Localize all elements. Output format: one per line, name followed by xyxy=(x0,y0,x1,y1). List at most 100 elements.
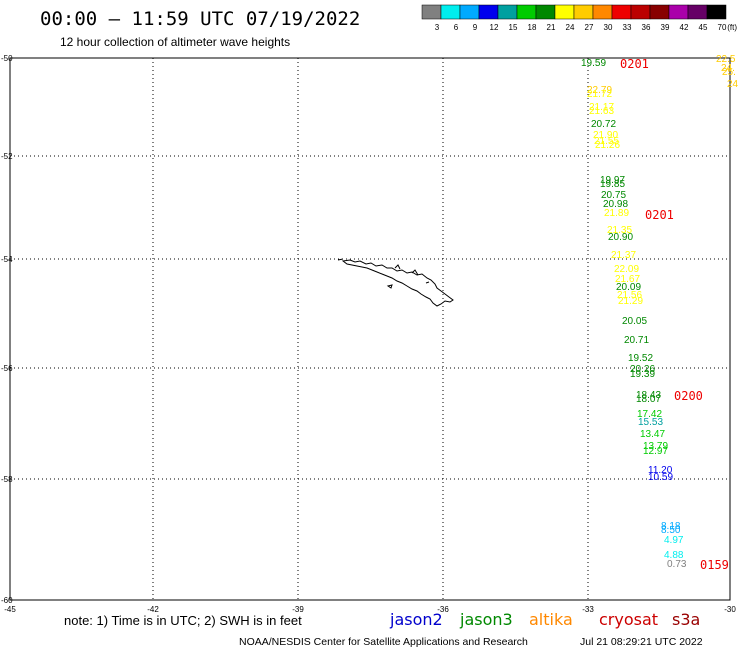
lon-tick-label: -42 xyxy=(147,605,159,614)
wave-height-value: 20.90 xyxy=(608,232,633,243)
wave-height-value: 13.79 xyxy=(643,441,668,452)
wave-height-value: 10.59 xyxy=(648,472,673,483)
satellite-legend-jason2: jason2 xyxy=(389,610,443,629)
colorbar-swatch xyxy=(668,4,689,20)
lon-tick-label: -36 xyxy=(437,605,449,614)
colorbar-label: 9 xyxy=(473,23,478,32)
wave-height-value: 21.26 xyxy=(595,140,620,151)
wave-height-value: 20.72 xyxy=(591,119,616,130)
colorbar-swatch xyxy=(630,4,651,20)
wave-height-value: 20.75 xyxy=(601,190,626,201)
wave-height-value: 8.50 xyxy=(661,525,681,536)
lat-tick-label: -54 xyxy=(1,255,13,264)
wave-height-value: 21.67 xyxy=(615,274,640,285)
lon-tick-label: -33 xyxy=(582,605,594,614)
map-grid xyxy=(10,58,730,600)
satellite-legend-altika: altika xyxy=(529,610,573,629)
colorbar-label: 30 xyxy=(604,23,613,32)
map-area: -45 -42 -39 -36 -33 -30 -50 -52 -54 -56 -58 -60 19.… xyxy=(1,54,739,614)
colorbar-label: 21 xyxy=(547,23,556,32)
wave-height-value: 19.97 xyxy=(600,175,625,186)
colorbar-swatch xyxy=(554,4,575,20)
colorbar-label: 70 xyxy=(718,23,727,32)
colorbar-swatch xyxy=(592,4,613,20)
wave-height-value: 22.79 xyxy=(587,85,612,96)
colorbar-label: 18 xyxy=(528,23,537,32)
lon-tick-label: -45 xyxy=(4,605,16,614)
wave-height-value: 11.20 xyxy=(648,465,673,476)
colorbar-legend: 3 6 9 12 15 18 21 24 27 30 33 36 39 42 45 70 (ft) xyxy=(421,4,737,32)
wave-height-value: 19.52 xyxy=(628,353,653,364)
wave-height-value: 18.43 xyxy=(636,390,661,401)
colorbar-label: 15 xyxy=(509,23,518,32)
wave-height-value: 15.53 xyxy=(638,417,663,428)
wave-height-value: 17.42 xyxy=(637,409,662,420)
wave-height-value: 21.72 xyxy=(587,89,612,100)
wave-height-value: 13.47 xyxy=(640,429,665,440)
colorbar-label: 24 xyxy=(566,23,575,32)
colorbar-swatch xyxy=(459,4,480,20)
satellite-legend-cryosat: cryosat xyxy=(599,610,658,629)
satellite-legend: jason2 jason3 altika cryosat s3a xyxy=(389,610,700,629)
lon-tick-label: -39 xyxy=(292,605,304,614)
colorbar-swatch xyxy=(516,4,537,20)
wave-height-value: 21.55 xyxy=(594,136,619,147)
colorbar-swatch xyxy=(706,4,727,20)
wave-height-value: 24 xyxy=(727,79,739,90)
wave-height-value: 21.56 xyxy=(617,290,642,301)
wave-height-value: 18.07 xyxy=(636,394,661,405)
colorbar-label: 45 xyxy=(699,23,708,32)
wave-height-value: 22.5 xyxy=(716,54,736,65)
page-title: 00:00 – 11:59 UTC 07/19/2022 xyxy=(40,8,360,30)
colorbar-swatch xyxy=(478,4,499,20)
wave-height-value: 20.71 xyxy=(624,335,649,346)
wave-height-value: 20.26 xyxy=(630,364,655,375)
track-time-labels: 0201 0201 0200 0159 xyxy=(620,57,729,572)
map-frame xyxy=(9,57,731,601)
wave-height-value: 24. xyxy=(721,63,735,74)
south-georgia-coastline xyxy=(337,258,454,307)
wave-height-value: 0.73 xyxy=(667,559,687,570)
colorbar-swatch xyxy=(611,4,632,20)
colorbar-label: 39 xyxy=(661,23,670,32)
colorbar-swatch xyxy=(687,4,708,20)
wave-height-value: 21.90 xyxy=(593,130,618,141)
track-time-label: 0200 xyxy=(674,389,703,403)
wave-height-value: 21.37 xyxy=(611,250,636,261)
wave-height-value: 22.09 xyxy=(614,264,639,275)
wave-height-value: 25. xyxy=(722,67,736,78)
credit-text: NOAA/NESDIS Center for Satellite Applica… xyxy=(239,636,528,648)
page-subtitle: 12 hour collection of altimeter wave hei… xyxy=(60,35,290,49)
wave-height-value: 8.18 xyxy=(661,521,681,532)
colorbar-label: 3 xyxy=(435,23,440,32)
wave-height-value: 19.85 xyxy=(600,179,625,190)
wave-height-value: 19.59 xyxy=(581,58,606,69)
wave-height-value: 21.89 xyxy=(604,208,629,219)
colorbar-label: 6 xyxy=(454,23,459,32)
colorbar-label: 36 xyxy=(642,23,651,32)
wave-height-value: 4.97 xyxy=(664,535,684,546)
wave-height-value: 20.09 xyxy=(616,282,641,293)
wave-height-value: 20.05 xyxy=(622,316,647,327)
track-time-label: 0201 xyxy=(645,208,674,222)
wave-height-value: 21.63 xyxy=(589,106,614,117)
lat-tick-label: -52 xyxy=(1,152,13,161)
colorbar-label: 33 xyxy=(623,23,632,32)
wave-height-value: 12.97 xyxy=(643,446,668,457)
lat-tick-label: -58 xyxy=(1,475,13,484)
map-tick-labels: -45 -42 -39 -36 -33 -30 -50 -52 -54 -56 -58 -60 xyxy=(1,54,736,614)
satellite-legend-s3a: s3a xyxy=(672,610,700,629)
colorbar-swatch xyxy=(440,4,461,20)
colorbar-swatch xyxy=(573,4,594,20)
track-time-label: 0201 xyxy=(620,57,649,71)
colorbar-label: 12 xyxy=(490,23,499,32)
track-time-label: 0159 xyxy=(700,558,729,572)
satellite-legend-jason3: jason3 xyxy=(459,610,513,629)
lat-tick-label: -50 xyxy=(1,54,13,63)
wave-height-value: 19.39 xyxy=(630,369,655,380)
wave-height-value: 21.17 xyxy=(589,102,614,113)
colorbar-swatch xyxy=(535,4,556,20)
colorbar-label: 27 xyxy=(585,23,594,32)
generated-timestamp: Jul 21 08:29:21 UTC 2022 xyxy=(580,636,703,648)
